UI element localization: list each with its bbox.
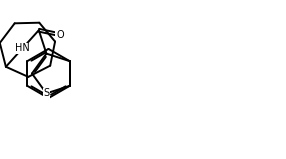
Text: O: O: [56, 30, 64, 40]
Text: S: S: [43, 88, 49, 98]
Text: HN: HN: [15, 43, 30, 53]
